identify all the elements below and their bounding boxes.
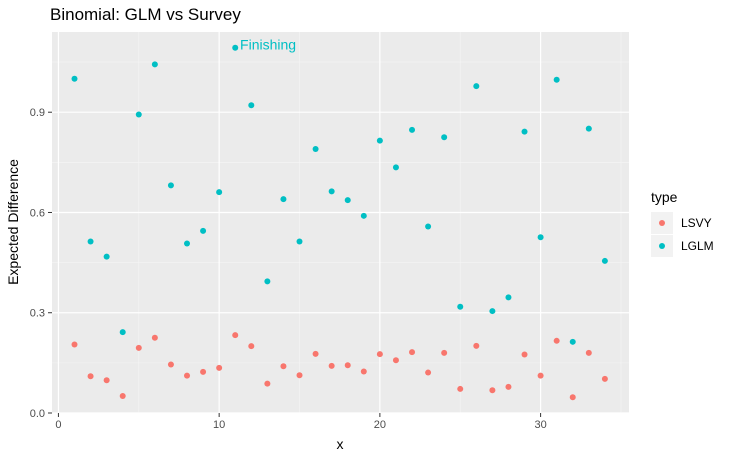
point-lsvy xyxy=(328,362,335,369)
axis-ticks: 0 10 20 30 0.0 0.3 0.6 0.9 xyxy=(30,107,547,431)
point-lsvy xyxy=(151,334,158,341)
annotations: Finishing xyxy=(240,36,296,52)
x-tick-label: 0 xyxy=(55,419,61,431)
point-lsvy xyxy=(392,357,399,364)
point-lglm xyxy=(521,128,528,135)
point-lsvy xyxy=(280,363,287,370)
y-axis-title: Expected Difference xyxy=(5,159,21,285)
point-lglm xyxy=(537,234,544,241)
plot-panel xyxy=(52,32,629,413)
point-lglm xyxy=(489,308,496,315)
point-lglm xyxy=(248,102,255,109)
point-lglm xyxy=(119,329,126,336)
point-lsvy xyxy=(489,387,496,394)
point-lsvy xyxy=(184,372,191,379)
point-lglm xyxy=(376,137,383,144)
legend-key-lsvy xyxy=(659,220,665,226)
point-lsvy xyxy=(200,368,207,375)
point-lglm xyxy=(200,227,207,234)
legend: type LSVY LGLM xyxy=(651,189,714,257)
point-lglm xyxy=(425,223,432,230)
x-tick-label: 10 xyxy=(213,419,225,431)
point-lsvy xyxy=(232,332,239,339)
grid-lines xyxy=(52,32,629,414)
point-lsvy xyxy=(521,351,528,358)
point-lglm xyxy=(296,238,303,245)
legend-title: type xyxy=(651,189,678,205)
point-lsvy xyxy=(360,368,367,375)
point-lsvy xyxy=(441,349,448,356)
point-lsvy xyxy=(103,377,110,384)
point-lglm xyxy=(312,145,319,152)
point-lsvy xyxy=(553,337,560,344)
point-lglm xyxy=(457,303,464,310)
point-lsvy xyxy=(296,372,303,379)
point-lglm xyxy=(103,253,110,260)
legend-key-lglm xyxy=(659,243,665,249)
chart-title: Binomial: GLM vs Survey xyxy=(50,5,241,24)
point-lsvy xyxy=(135,344,142,351)
point-lsvy xyxy=(601,375,608,382)
point-lsvy xyxy=(585,349,592,356)
point-lglm xyxy=(569,338,576,345)
point-lsvy xyxy=(457,385,464,392)
point-lglm xyxy=(409,126,416,133)
y-tick-label: 0.0 xyxy=(30,408,45,420)
point-lsvy xyxy=(344,362,351,369)
point-lsvy xyxy=(216,364,223,371)
point-lsvy xyxy=(312,350,319,357)
y-tick-label: 0.3 xyxy=(30,308,45,320)
point-lglm xyxy=(553,76,560,83)
point-lsvy xyxy=(71,341,78,348)
point-lglm xyxy=(585,125,592,132)
point-lsvy xyxy=(505,383,512,390)
point-lglm xyxy=(505,294,512,301)
point-lglm xyxy=(280,196,287,203)
point-lsvy xyxy=(409,349,416,356)
point-lglm xyxy=(87,238,94,245)
annotation-label: Finishing xyxy=(240,36,296,52)
point-lglm xyxy=(184,240,191,247)
point-lglm xyxy=(216,189,223,196)
point-lsvy xyxy=(425,369,432,376)
point-lsvy xyxy=(248,343,255,350)
point-lsvy xyxy=(473,342,480,349)
point-lglm xyxy=(167,182,174,189)
point-lglm xyxy=(344,197,351,204)
point-lsvy xyxy=(569,394,576,401)
x-tick-label: 30 xyxy=(534,419,546,431)
point-lglm xyxy=(328,188,335,195)
point-lglm xyxy=(135,111,142,118)
y-tick-label: 0.9 xyxy=(30,107,45,119)
point-lglm xyxy=(264,278,271,285)
x-axis-title: x xyxy=(337,436,344,452)
point-lglm xyxy=(392,164,399,171)
point-lglm xyxy=(232,44,239,51)
point-lsvy xyxy=(87,373,94,380)
point-lglm xyxy=(151,61,158,68)
point-lglm xyxy=(473,83,480,90)
point-lglm xyxy=(441,134,448,141)
legend-label-lsvy: LSVY xyxy=(681,216,712,230)
point-lsvy xyxy=(119,392,126,399)
legend-label-lglm: LGLM xyxy=(681,239,714,253)
y-tick-label: 0.6 xyxy=(30,207,45,219)
point-lglm xyxy=(360,212,367,219)
point-lsvy xyxy=(376,351,383,358)
point-lglm xyxy=(601,257,608,264)
x-tick-label: 20 xyxy=(374,419,386,431)
point-lsvy xyxy=(264,380,271,387)
point-lsvy xyxy=(537,372,544,379)
point-lglm xyxy=(71,75,78,82)
data-points xyxy=(71,44,608,401)
point-lsvy xyxy=(167,361,174,368)
